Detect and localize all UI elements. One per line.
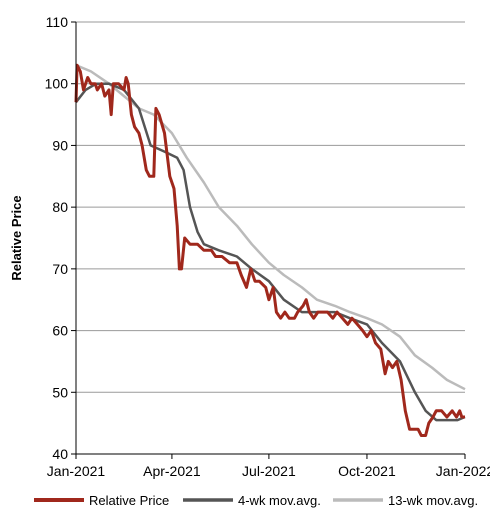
legend-item: 13-wk mov.avg. bbox=[333, 493, 478, 508]
x-axis-ticks: Jan-2021 Apr-2021 Jul-2021 Oct-2021 Jan-2022 bbox=[47, 454, 490, 479]
legend-label: 4-wk mov.avg. bbox=[238, 493, 321, 508]
y-tick-label: 50 bbox=[52, 384, 68, 400]
y-axis-ticks: 40 50 60 70 80 90 100 110 bbox=[45, 14, 76, 462]
series-layer bbox=[74, 63, 466, 437]
y-axis-title: Relative Price bbox=[9, 195, 24, 280]
y-tick-label: 70 bbox=[52, 261, 68, 277]
x-tick-label: Jan-2022 bbox=[436, 463, 490, 479]
grid bbox=[76, 21, 465, 455]
y-tick-label: 80 bbox=[52, 199, 68, 215]
x-tick-label: Apr-2021 bbox=[143, 463, 201, 479]
x-tick-label: Jan-2021 bbox=[47, 463, 106, 479]
legend-label: 13-wk mov.avg. bbox=[388, 493, 478, 508]
four-week-moving-average-line bbox=[75, 82, 466, 422]
x-tick-label: Jul-2021 bbox=[242, 463, 296, 479]
legend: Relative Price 4-wk mov.avg. 13-wk mov.avg… bbox=[34, 493, 478, 508]
y-tick-label: 40 bbox=[52, 446, 68, 462]
y-tick-label: 110 bbox=[46, 14, 69, 30]
legend-label: Relative Price bbox=[89, 493, 169, 508]
legend-item: 4-wk mov.avg. bbox=[183, 493, 321, 508]
y-tick-label: 90 bbox=[52, 137, 68, 153]
thirteen-week-moving-average-line bbox=[75, 64, 466, 391]
y-tick-label: 100 bbox=[45, 76, 69, 92]
x-tick-label: Oct-2021 bbox=[338, 463, 396, 479]
legend-item: Relative Price bbox=[34, 493, 169, 508]
relative-price-line bbox=[74, 63, 465, 437]
y-tick-label: 60 bbox=[52, 323, 68, 339]
